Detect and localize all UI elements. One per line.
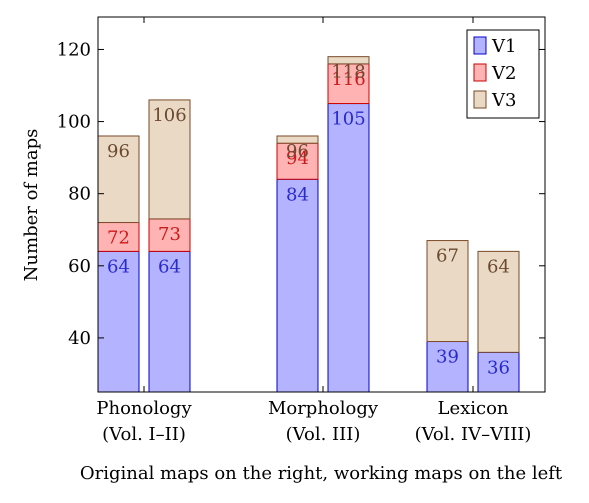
legend: V1 V2 V3 bbox=[466, 29, 540, 119]
data-label-v1: 84 bbox=[286, 184, 309, 205]
x-axis-title: Original maps on the right, working maps… bbox=[80, 463, 563, 484]
x-tick-sublabel: (Vol. IV–VIII) bbox=[415, 424, 532, 445]
bar-segment-v3 bbox=[477, 250, 520, 353]
x-axis: Phonology (Vol. I–II) Morphology (Vol. III)… bbox=[96, 17, 531, 445]
data-label-v1: 36 bbox=[487, 357, 510, 378]
legend-label-v3: V3 bbox=[491, 90, 516, 111]
x-tick-label: Lexicon bbox=[437, 398, 508, 419]
data-label-v2: 73 bbox=[158, 224, 181, 245]
bar-segment-v3 bbox=[148, 99, 191, 220]
data-label-v3: 106 bbox=[152, 105, 186, 126]
x-tick-label: Morphology bbox=[268, 398, 379, 419]
y-tick-label: 60 bbox=[68, 256, 91, 277]
bar-segment-v3 bbox=[276, 135, 319, 144]
data-label-v3: 96 bbox=[107, 141, 130, 162]
bar-segment-v3 bbox=[97, 135, 140, 224]
x-tick-sublabel: (Vol. III) bbox=[286, 424, 361, 445]
bar-segment-v3 bbox=[426, 240, 469, 343]
data-label-v2: 94 bbox=[286, 148, 309, 169]
legend-label-v2: V2 bbox=[491, 63, 516, 84]
legend-swatch-v1 bbox=[473, 36, 487, 55]
legend-swatch-v2 bbox=[473, 63, 487, 82]
bar-segment-v1 bbox=[276, 178, 319, 393]
y-axis-title: Number of maps bbox=[21, 129, 42, 282]
y-axis: 40 60 80 100 120 bbox=[57, 39, 545, 349]
bar-segment-v3 bbox=[327, 56, 370, 65]
x-tick-sublabel: (Vol. I–II) bbox=[102, 424, 186, 445]
data-label-v1: 64 bbox=[158, 256, 181, 277]
y-tick-label: 120 bbox=[57, 39, 91, 60]
bar-segment-v2 bbox=[97, 222, 140, 252]
bar-segment-v1 bbox=[327, 103, 370, 393]
bar-segment-v2 bbox=[148, 218, 191, 252]
data-label-v3: 67 bbox=[436, 246, 459, 267]
x-tick-label: Phonology bbox=[96, 398, 192, 419]
bar-segment-v2 bbox=[276, 142, 319, 180]
y-tick-label: 40 bbox=[68, 328, 91, 349]
data-label-v1: 64 bbox=[107, 256, 130, 277]
data-label-v3: 96 bbox=[286, 141, 309, 162]
plot-frame bbox=[97, 16, 546, 393]
legend-label-v1: V1 bbox=[491, 36, 516, 57]
legend-items: V1 V2 V3 bbox=[473, 36, 516, 111]
data-label-v3: 118 bbox=[331, 62, 365, 83]
data-label-v2: 72 bbox=[107, 228, 130, 249]
y-tick-label: 80 bbox=[68, 184, 91, 205]
data-label-v1: 105 bbox=[331, 109, 365, 130]
bar-segment-v1 bbox=[148, 250, 191, 393]
bar-segment-v1 bbox=[97, 250, 140, 393]
y-tick-label: 100 bbox=[57, 112, 91, 133]
legend-swatch-v3 bbox=[473, 90, 487, 109]
data-label-v1: 39 bbox=[436, 347, 459, 368]
data-label-v2: 116 bbox=[331, 69, 365, 90]
data-label-v3: 64 bbox=[487, 256, 510, 277]
bars-layer bbox=[97, 56, 520, 393]
